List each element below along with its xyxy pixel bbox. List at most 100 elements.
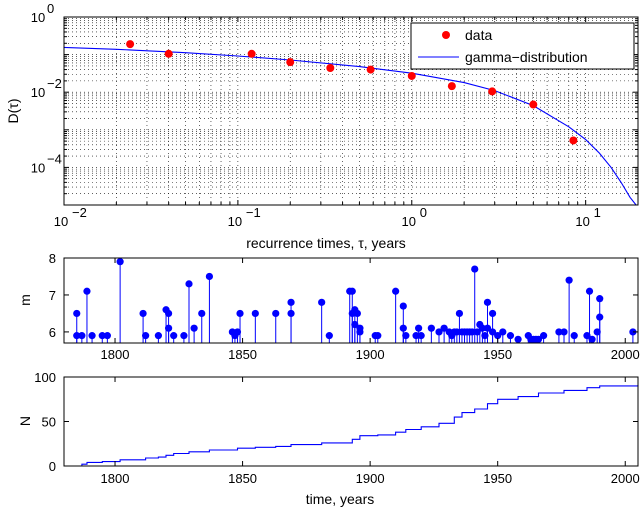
stem-marker (83, 287, 91, 295)
stem-marker (190, 324, 198, 332)
y-axis-label-magnitude: m (17, 294, 33, 306)
panel-magnitude: 1800 1850 1900 1950 2000 6 7 8 m (17, 251, 640, 362)
stem-marker (251, 309, 259, 318)
plot-frame-magnitude (63, 257, 639, 344)
stem-marker (325, 332, 333, 340)
stem-marker (356, 328, 364, 336)
stem-marker (468, 328, 476, 336)
y-axis-label-recurrence: D(τ) (5, 99, 21, 124)
stem-marker (506, 332, 515, 340)
stem-marker (440, 324, 448, 332)
x-tick-label: 1950 (483, 347, 512, 362)
data-point (126, 40, 135, 49)
stem-marker (415, 324, 423, 332)
stem-marker (412, 332, 420, 340)
stem-marker (435, 328, 443, 336)
stem-marker (534, 335, 543, 343)
ticks-magnitude: 1800 1850 1900 1950 2000 6 7 8 (49, 251, 640, 362)
x-tick-exponent: 1 (594, 205, 601, 220)
x-tick-label: 1900 (356, 471, 385, 486)
stem-marker (103, 332, 111, 340)
data-point (326, 64, 335, 73)
y-tick-label: 7 (49, 288, 56, 303)
x-tick-label: 1800 (101, 471, 130, 486)
x-tick-exponent: −2 (72, 205, 87, 220)
y-tick-label: 6 (49, 325, 56, 340)
x-tick-exponent: 0 (420, 205, 427, 220)
x-tick-label: 10 (402, 214, 416, 229)
stem-marker (374, 332, 382, 340)
y-tick-label: 10 (31, 85, 45, 100)
stem-marker (488, 328, 497, 336)
x-tick-exponent: −1 (246, 205, 261, 220)
y-tick-label: 0 (49, 459, 56, 474)
plot-area-cumulative (64, 377, 638, 466)
y-tick-exponent: −2 (47, 76, 62, 91)
x-tick-label: 2000 (611, 347, 640, 362)
stem-marker (596, 295, 604, 303)
stem-marker (351, 320, 359, 329)
legend-box (410, 22, 635, 70)
stem-marker (392, 287, 400, 295)
ticks-cumulative: 1800 1850 1900 1950 2000 0 50 100 (34, 370, 639, 486)
stem-marker (593, 328, 601, 336)
stem-marker (417, 332, 425, 340)
x-tick-label: 10 (54, 214, 68, 229)
y-tick-label: 10 (31, 160, 45, 175)
stem-marker (139, 309, 147, 318)
x-axis-label-recurrence: recurrence times, τ, years (246, 235, 406, 251)
stem-marker (596, 313, 604, 321)
stem-marker (185, 280, 193, 288)
stem-marker (481, 332, 489, 340)
stem-marker (488, 309, 497, 318)
legend-label-gamma: gamma−distribution (465, 49, 588, 65)
stem-marker (73, 309, 81, 318)
stem-marker (164, 324, 173, 332)
stem-marker (570, 332, 578, 340)
stems-layer (73, 258, 637, 343)
plot-frame-recurrence (63, 16, 639, 206)
cumulative-count-line (76, 385, 639, 467)
data-point (529, 100, 538, 109)
stem-marker (205, 272, 214, 281)
panel-cumulative: 1800 1850 1900 1950 2000 0 50 100 time, years N (17, 370, 640, 507)
stem-marker (73, 332, 81, 340)
stem-marker (471, 265, 479, 273)
stem-marker (478, 324, 486, 332)
y-tick-label: 8 (49, 251, 56, 266)
stem-marker (198, 309, 206, 318)
stem-marker (236, 309, 244, 318)
data-points-layer (126, 40, 578, 145)
stem-marker (399, 324, 407, 332)
plot-area-magnitude (64, 258, 638, 343)
x-tick-label: 10 (228, 214, 242, 229)
stem-marker (560, 328, 568, 336)
data-point (164, 49, 173, 58)
stem-marker (585, 287, 594, 295)
stem-marker (540, 332, 548, 340)
stem-marker (588, 335, 596, 343)
data-point (447, 82, 456, 91)
stem-marker (170, 332, 178, 340)
y-tick-label: 10 (31, 10, 45, 25)
y-tick-exponent: −4 (47, 151, 62, 166)
legend-label-data: data (465, 27, 492, 43)
y-tick-label: 100 (34, 370, 56, 385)
stem-marker (583, 332, 591, 340)
x-tick-label: 1950 (483, 471, 512, 486)
stem-marker (402, 332, 410, 340)
x-tick-label: 1850 (228, 347, 257, 362)
x-tick-label: 2000 (611, 471, 640, 486)
legend: data gamma−distribution (410, 22, 635, 70)
x-tick-label: 10 (575, 214, 589, 229)
stem-marker (483, 298, 492, 306)
stem-marker (180, 332, 188, 340)
stem-marker (154, 332, 162, 340)
stem-marker (514, 335, 522, 343)
data-point (488, 87, 497, 96)
data-point (247, 49, 256, 58)
stem-marker (494, 332, 502, 340)
